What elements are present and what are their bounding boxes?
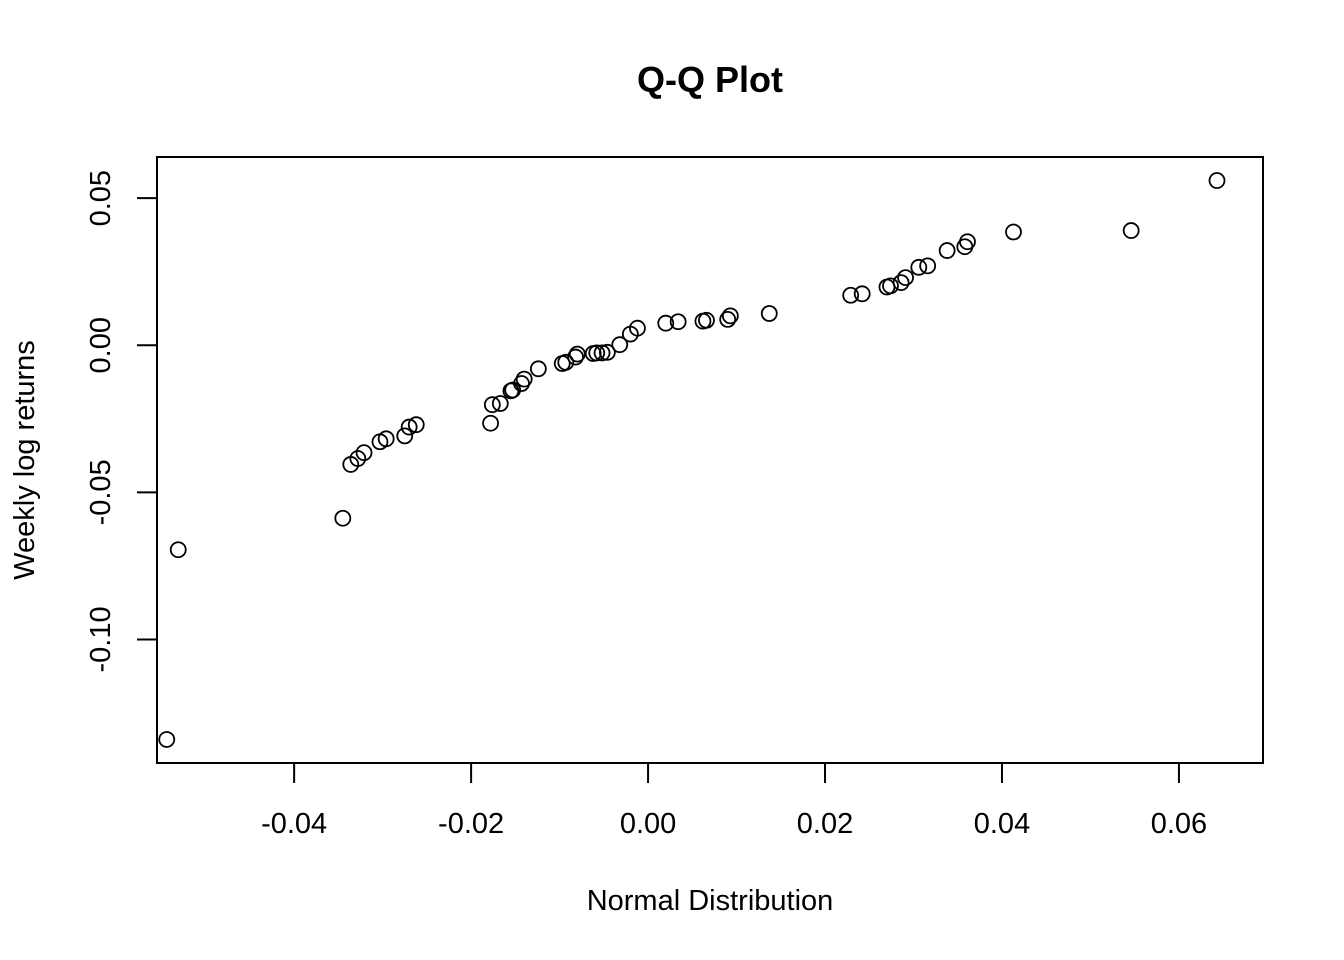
data-point xyxy=(355,444,373,462)
y-tick-label: 0.00 xyxy=(85,317,117,373)
data-point xyxy=(611,336,629,354)
x-tick-label: -0.02 xyxy=(438,808,504,840)
data-point xyxy=(482,414,499,432)
data-point xyxy=(760,305,778,322)
data-points xyxy=(158,172,1226,748)
data-point xyxy=(853,285,871,303)
data-point xyxy=(1122,222,1140,239)
x-tick-label: 0.00 xyxy=(620,808,676,840)
x-tick-label: 0.04 xyxy=(974,808,1030,840)
x-tick-label: 0.02 xyxy=(797,808,853,840)
data-point xyxy=(910,258,928,276)
data-point xyxy=(959,233,976,251)
data-point xyxy=(897,269,914,287)
data-point xyxy=(593,344,611,362)
data-point xyxy=(334,509,352,527)
data-point xyxy=(1005,223,1022,241)
data-point xyxy=(504,381,522,399)
data-point xyxy=(938,242,956,259)
data-point xyxy=(158,731,176,748)
data-point xyxy=(349,450,367,467)
data-point xyxy=(400,418,418,436)
data-point xyxy=(629,319,646,337)
y-axis-label: Weekly log returns xyxy=(9,340,41,580)
data-point xyxy=(491,395,509,412)
data-point xyxy=(483,396,501,414)
y-tick-label: -0.05 xyxy=(85,459,117,525)
data-point xyxy=(698,311,715,329)
data-point xyxy=(721,307,739,325)
data-point xyxy=(1208,172,1226,189)
data-point xyxy=(892,274,910,292)
data-point xyxy=(407,416,425,434)
y-tick-label: -0.10 xyxy=(85,606,117,672)
data-point xyxy=(557,353,575,371)
data-point xyxy=(529,360,547,378)
data-point xyxy=(588,344,606,362)
y-tick-label: 0.05 xyxy=(85,170,117,226)
data-point xyxy=(669,313,687,331)
y-axis: -0.10 -0.05 0.00 0.05 xyxy=(85,170,158,673)
chart-title: Q-Q Plot xyxy=(637,59,783,100)
data-point xyxy=(377,430,395,448)
data-point xyxy=(513,375,530,392)
data-point xyxy=(396,427,414,445)
data-point xyxy=(169,541,187,559)
data-point xyxy=(567,348,584,366)
data-point xyxy=(719,310,737,328)
data-point xyxy=(842,286,860,304)
x-axis-label: Normal Distribution xyxy=(587,885,834,917)
data-point xyxy=(568,345,586,363)
data-point xyxy=(598,343,616,361)
data-point xyxy=(882,277,899,295)
data-point xyxy=(919,257,937,275)
data-point xyxy=(515,370,533,388)
x-tick-label: -0.04 xyxy=(261,808,327,840)
data-point xyxy=(657,314,675,332)
x-tick-label: 0.06 xyxy=(1151,808,1207,840)
x-axis: -0.04 -0.02 0.00 0.02 0.04 0.06 xyxy=(261,762,1207,840)
